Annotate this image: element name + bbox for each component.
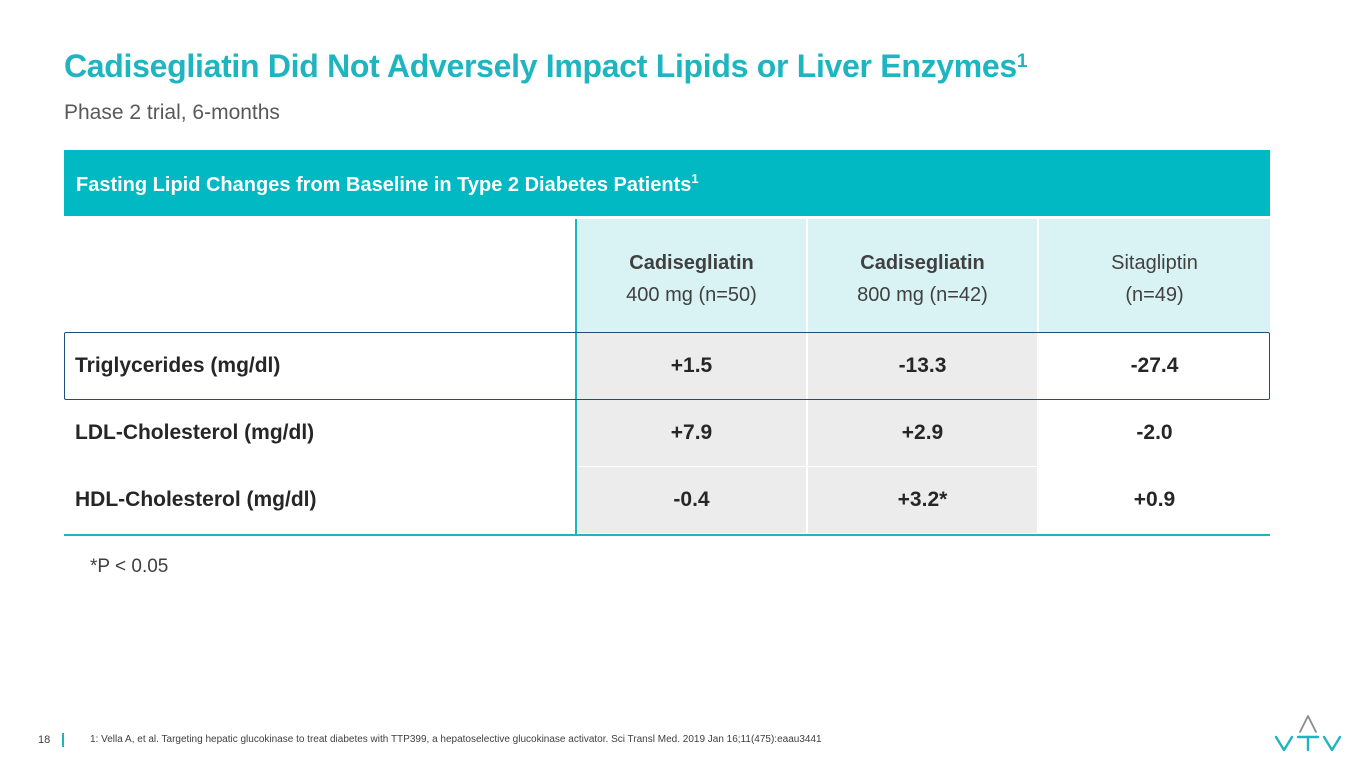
cell-hdl-sitagliptin: +0.9 — [1133, 488, 1176, 511]
vtv-logo-icon-graphic — [1274, 715, 1342, 752]
column-header-1-detail: 400 mg (n=50) — [626, 284, 757, 306]
column-header-2-name: Cadisegliatin — [860, 252, 985, 274]
cell-triglycerides-400mg: +1.5 — [577, 333, 806, 399]
column-header-1: Cadisegliatin 400 mg (n=50) — [577, 219, 806, 332]
table-bottom-rule — [64, 534, 1270, 536]
cell-hdl-800mg: +3.2* — [808, 467, 1037, 533]
row-label-hdl-cholesterol: HDL-Cholesterol (mg/dl) — [75, 488, 317, 511]
slide-title: Cadisegliatin Did Not Adversely Impact L… — [64, 48, 1028, 85]
cell-ldl-800mg: +2.9 — [808, 400, 1037, 466]
column-header-2-detail: 800 mg (n=42) — [857, 284, 988, 306]
table-divider-line — [575, 219, 577, 535]
table-title-band: Fasting Lipid Changes from Baseline in T… — [64, 150, 1270, 216]
cell-ldl-400mg: +7.9 — [577, 400, 806, 466]
column-header-3-detail: (n=49) — [1125, 284, 1184, 306]
column-header-2: Cadisegliatin 800 mg (n=42) — [808, 219, 1037, 332]
significance-footnote: *P < 0.05 — [90, 556, 169, 577]
table-title-text: Fasting Lipid Changes from Baseline in T… — [76, 174, 692, 196]
page-number: 18 — [38, 734, 51, 746]
row-label-ldl-cholesterol: LDL-Cholesterol (mg/dl) — [75, 421, 315, 444]
column-header-1-name: Cadisegliatin — [629, 252, 754, 274]
column-header-3-name: Sitagliptin — [1111, 252, 1198, 274]
column-header-3: Sitagliptin (n=49) — [1039, 219, 1270, 332]
cell-triglycerides-800mg: -13.3 — [808, 333, 1037, 399]
cell-hdl-400mg: -0.4 — [577, 467, 806, 533]
slide-title-text: Cadisegliatin Did Not Adversely Impact L… — [64, 48, 1017, 84]
cell-ldl-sitagliptin: -2.0 — [1136, 421, 1173, 444]
cell-triglycerides-sitagliptin: -27.4 — [1130, 354, 1179, 377]
slide-subtitle: Phase 2 trial, 6-months — [64, 101, 280, 124]
vtv-logo-icon — [1272, 712, 1346, 752]
reference-citation: 1: Vella A, et al. Targeting hepatic glu… — [90, 734, 822, 745]
page-number-divider — [62, 733, 64, 747]
slide-title-superscript: 1 — [1016, 51, 1028, 73]
row-label-triglycerides: Triglycerides (mg/dl) — [75, 354, 281, 377]
table-title-superscript: 1 — [691, 171, 699, 186]
